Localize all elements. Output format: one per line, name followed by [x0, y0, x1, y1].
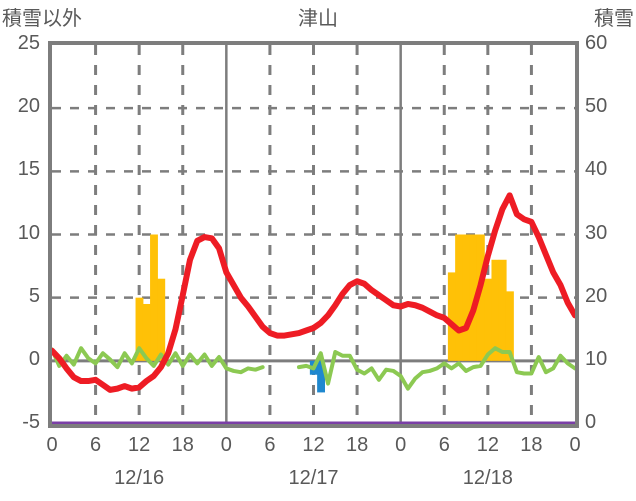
y-tick-right-60: 60: [585, 32, 608, 54]
bar: [447, 272, 456, 361]
line-path: [52, 346, 265, 375]
bar: [498, 259, 507, 361]
series-temperature-line: [52, 192, 575, 393]
day-label-12-16: 12/16: [114, 467, 165, 489]
bar: [142, 303, 151, 361]
x-tick-12: 0: [569, 434, 581, 456]
plot-area: [48, 41, 579, 428]
series-wind-line: [52, 346, 575, 391]
line-path: [296, 346, 575, 391]
y-tick-left-5: 5: [28, 284, 40, 307]
x-tick-4: 0: [220, 434, 232, 456]
y-tick-left--5: -5: [22, 411, 40, 433]
y-tick-right-40: 40: [585, 158, 608, 181]
x-tick-9: 6: [438, 434, 450, 456]
x-tick-6: 12: [302, 434, 325, 456]
x-tick-2: 12: [128, 434, 151, 456]
x-tick-3: 18: [171, 434, 194, 456]
x-tick-10: 12: [476, 434, 499, 456]
x-tick-5: 6: [264, 434, 276, 456]
x-tick-0: 0: [46, 434, 58, 456]
bar: [484, 278, 493, 361]
y-tick-left-15: 15: [17, 158, 40, 181]
plot-svg: [52, 45, 575, 424]
bar: [317, 360, 325, 393]
y-tick-left-25: 25: [17, 32, 40, 54]
y-tick-right-30: 30: [585, 221, 608, 244]
y-tick-right-20: 20: [585, 284, 608, 307]
x-tick-7: 18: [345, 434, 369, 456]
left-axis-unit-label: 積雪以外: [2, 8, 82, 30]
x-tick-11: 18: [520, 434, 543, 456]
y-tick-right-10: 10: [585, 347, 608, 370]
bar: [476, 234, 485, 361]
day-label-12-17: 12/17: [288, 467, 339, 489]
bar: [462, 234, 471, 361]
bar: [505, 291, 514, 361]
y-tick-right-50: 50: [585, 95, 608, 118]
bar: [135, 297, 144, 361]
y-tick-right-0: 0: [585, 411, 597, 433]
line-path: [52, 192, 575, 393]
y-tick-left-0: 0: [28, 347, 40, 370]
bar: [491, 259, 500, 361]
right-axis-unit-label: 積雪: [594, 8, 634, 30]
series-other-precip-bars: [135, 234, 514, 361]
y-tick-left-20: 20: [17, 95, 40, 118]
bar: [455, 234, 464, 361]
chart-title: 津山: [298, 8, 338, 30]
bar: [157, 278, 166, 361]
bar: [150, 234, 158, 361]
x-tick-1: 6: [90, 434, 102, 456]
x-tick-8: 0: [395, 434, 407, 456]
day-label-12-18: 12/18: [462, 467, 513, 489]
y-tick-left-10: 10: [17, 221, 40, 244]
bar: [469, 234, 478, 361]
